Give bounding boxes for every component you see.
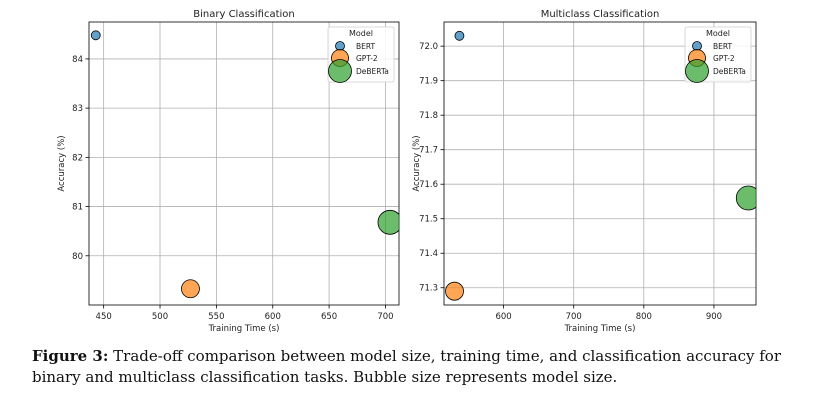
x-axis-label: Training Time (s) [208, 324, 280, 334]
chart-title: Multiclass Classification [541, 9, 660, 20]
caption-text: Trade-off comparison between model size,… [32, 347, 781, 386]
legend-label: DeBERTa [713, 67, 746, 76]
legend: Model BERT GPT-2 DeBERTa [684, 26, 752, 83]
y-tick-label: 71.9 [419, 77, 438, 87]
axes-frame [88, 21, 400, 306]
legend: Model BERT GPT-2 DeBERTa [327, 26, 395, 83]
legend-marker-deberta [685, 59, 709, 83]
x-tick-label: 900 [706, 312, 722, 322]
x-tick-label: 700 [377, 312, 393, 322]
y-tick-label: 71.8 [419, 111, 438, 121]
y-tick-label: 83 [72, 104, 83, 114]
x-axis-label: Training Time (s) [564, 324, 636, 334]
bubble-deberta [735, 185, 756, 211]
y-tick-label: 71.3 [419, 284, 438, 294]
x-tick-label: 650 [321, 312, 337, 322]
x-tick-label: 550 [208, 312, 224, 322]
legend-title: Model [706, 29, 730, 38]
bubbles [90, 30, 399, 299]
bubble-gpt-2 [445, 281, 464, 301]
y-tick-label: 84 [72, 55, 83, 65]
bubbles [445, 30, 756, 301]
y-axis-label: Accuracy (%) [412, 135, 422, 191]
x-tick-label: 450 [96, 312, 112, 322]
bubble-gpt-2 [181, 279, 200, 299]
y-tick-label: 72.0 [419, 42, 438, 52]
figure: 450 500 550 600 650 700 80 81 82 83 84 Binary Class… [57, 9, 757, 334]
legend-marker-deberta [328, 59, 352, 83]
y-tick-label: 80 [72, 252, 83, 262]
chart-panel-2: 600 700 800 900 71.3 71.4 71.5 71.6 71.7 71.8 71.9… [412, 9, 757, 334]
y-tick-label: 71.4 [419, 249, 438, 259]
x-tick-label: 800 [636, 312, 652, 322]
legend-title: Model [349, 29, 373, 38]
x-tick-label: 600 [265, 312, 281, 322]
legend-label: BERT [713, 42, 733, 51]
figure-caption: Figure 3: Trade-off comparison between m… [32, 346, 792, 388]
axes-frame [443, 21, 757, 306]
x-tick-label: 600 [495, 312, 511, 322]
x-tick-label: 700 [566, 312, 582, 322]
legend-label: GPT-2 [356, 54, 378, 63]
y-tick-label: 82 [72, 153, 83, 163]
x-tick-label: 500 [152, 312, 168, 322]
y-tick-label: 81 [72, 203, 83, 213]
legend-label: BERT [356, 42, 376, 51]
y-tick-label: 71.5 [419, 215, 438, 225]
chart-title: Binary Classification [193, 9, 294, 20]
bubble-deberta [377, 209, 399, 235]
y-tick-label: 71.6 [419, 180, 438, 190]
caption-label: Figure 3: [32, 347, 109, 365]
legend-label: DeBERTa [356, 67, 389, 76]
bubble-bert [90, 30, 101, 41]
chart-panel-1: 450 500 550 600 650 700 80 81 82 83 84 Binary Class… [57, 9, 400, 334]
bubble-bert [454, 30, 465, 41]
legend-label: GPT-2 [713, 54, 735, 63]
y-axis-label: Accuracy (%) [57, 135, 67, 191]
y-tick-label: 71.7 [419, 146, 438, 156]
